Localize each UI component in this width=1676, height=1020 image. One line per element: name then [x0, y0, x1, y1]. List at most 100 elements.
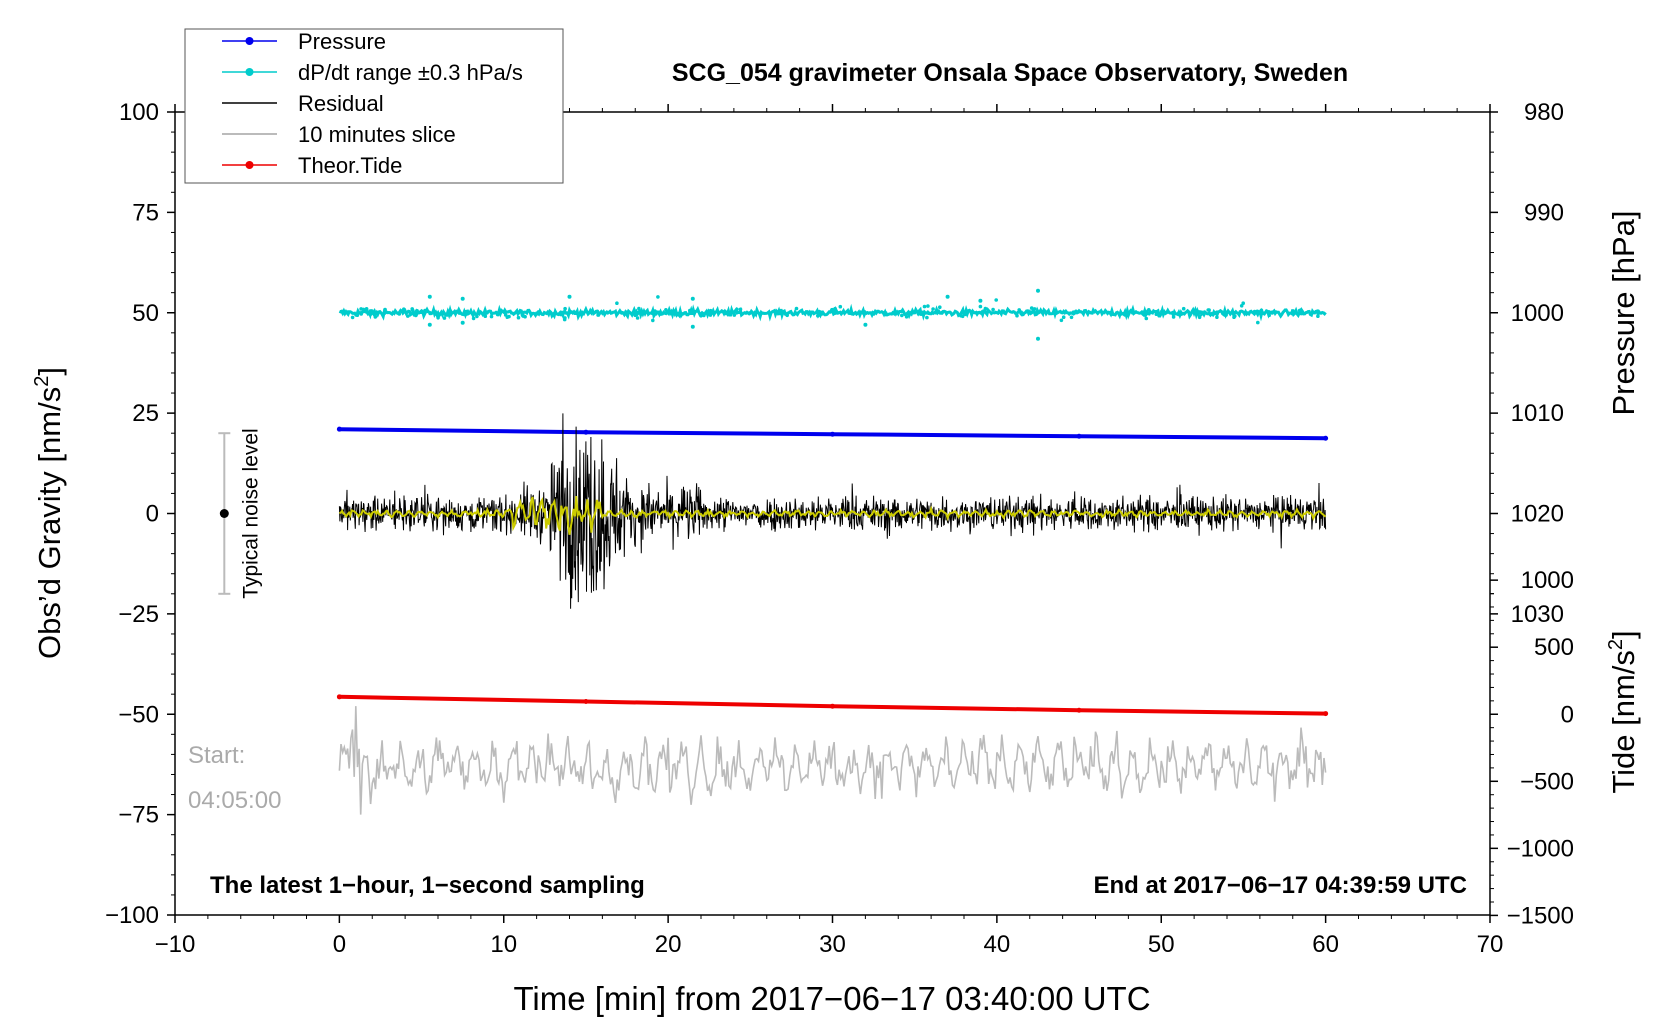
dpdt-point: [723, 311, 728, 316]
dpdt-point: [959, 313, 963, 318]
y-tick-label: −50: [118, 701, 159, 728]
dpdt-point: [1239, 304, 1244, 308]
dpdt-point: [475, 314, 479, 319]
dpdt-point: [1141, 310, 1145, 315]
dpdt-point: [727, 311, 732, 315]
pressure-tick-label: 980: [1524, 99, 1564, 126]
dpdt-point: [428, 311, 432, 316]
y-tick-label: 0: [146, 501, 159, 528]
tide-point: [1323, 711, 1329, 717]
tide-tick-label: −1500: [1507, 902, 1574, 929]
tide-point: [830, 703, 835, 709]
dpdt-point: [991, 307, 995, 312]
x-tick-label: 70: [1477, 931, 1504, 958]
dpdt-point: [415, 309, 419, 313]
dpdt-point: [883, 311, 888, 315]
y-tick-label: 100: [119, 99, 159, 126]
dpdt-point: [1316, 314, 1320, 319]
tide-tick-label: 500: [1534, 634, 1574, 661]
dpdt-point: [1061, 315, 1066, 320]
dpdt-point: [862, 310, 867, 315]
y-tick-label: −75: [118, 802, 159, 829]
dpdt-point: [871, 312, 876, 316]
dpdt-point: [1252, 309, 1257, 314]
tide-tick-label: −1000: [1507, 835, 1574, 862]
tide-tick-label: −500: [1520, 768, 1574, 795]
dpdt-point: [978, 304, 983, 309]
dpdt-point: [637, 306, 641, 311]
chart-title: SCG_054 gravimeter Onsala Space Observat…: [672, 59, 1348, 87]
dpdt-point: [383, 307, 387, 312]
noise-level-label: Typical noise level: [239, 428, 262, 598]
dpdt-point: [926, 304, 930, 308]
dpdt-point: [833, 306, 837, 311]
legend: Pressure dP/dt range ±0.3 hPa/s Residual 10…: [184, 28, 564, 184]
start-label: Start:: [188, 742, 245, 769]
dpdt-point: [1029, 306, 1034, 310]
ticks-layer: −10 0 10 20 30 40 50 60 701007550250−25−50−75−10…: [105, 99, 1574, 958]
legend-marker-0: [245, 37, 254, 45]
pressure-tick-label: 1000: [1511, 300, 1564, 327]
dpdt-point: [938, 305, 942, 310]
dpdt-point: [1197, 315, 1202, 320]
dpdt-point: [1181, 306, 1186, 311]
dpdt-point: [838, 304, 843, 309]
legend-label-1: dP/dt range ±0.3 hPa/s: [298, 60, 523, 85]
dpdt-point: [900, 313, 904, 318]
dpdt-point: [572, 310, 577, 315]
y-tick-label: 25: [132, 400, 159, 427]
dpdt-point: [483, 314, 488, 319]
dpdt-point: [983, 306, 988, 311]
residual-line: [338, 413, 1327, 609]
dpdt-point: [505, 315, 510, 320]
series-layer: [336, 288, 1329, 815]
dpdt-point: [615, 301, 619, 306]
x-tick-label: 30: [819, 931, 846, 958]
pressure-tick-label: 1010: [1511, 400, 1564, 427]
dpdt-point: [708, 308, 713, 313]
dpdt-point: [699, 314, 703, 318]
x-tick-label: 60: [1312, 931, 1339, 958]
dpdt-point: [410, 307, 415, 311]
pressure-point: [1323, 435, 1329, 441]
legend-marker-1: [245, 68, 254, 76]
dpdt-point: [419, 310, 424, 315]
dpdt-point: [922, 304, 927, 309]
dpdt-point: [1059, 318, 1064, 323]
dpdt-point: [1208, 312, 1212, 317]
dpdt-point: [833, 311, 838, 315]
dpdt-point: [1215, 315, 1219, 320]
sampling-note: The latest 1−hour, 1−second sampling: [210, 872, 645, 899]
dpdt-point: [994, 298, 998, 302]
dpdt-point: [1233, 314, 1237, 318]
pressure-point: [583, 429, 589, 435]
dpdt-point: [904, 315, 909, 319]
dpdt-point: [633, 313, 637, 318]
dpdt-point: [738, 307, 743, 312]
dpdt-point: [1255, 309, 1260, 314]
dpdt-point: [423, 308, 427, 313]
dpdt-point: [562, 317, 567, 322]
dpdt-outlier: [460, 320, 465, 325]
dpdt-point: [1071, 310, 1076, 315]
dpdt-point: [1032, 307, 1037, 311]
dpdt-point: [916, 312, 921, 316]
dpdt-point: [926, 311, 931, 316]
dpdt-point: [1256, 320, 1260, 325]
dpdt-outlier: [1036, 288, 1040, 293]
dpdt-point: [664, 308, 668, 312]
dpdt-point: [925, 315, 929, 320]
dpdt-point: [732, 313, 737, 317]
dpdt-point: [653, 309, 657, 313]
dpdt-point: [359, 312, 364, 316]
pressure-tick-label: 1030: [1511, 601, 1564, 628]
y-axis-label-tide-text: Tide [nm/s: [1606, 650, 1641, 794]
dpdt-point: [819, 312, 824, 316]
dpdt-point: [1144, 316, 1149, 321]
dpdt-point: [355, 313, 360, 318]
y-axis-label-tide-sup: 2: [1605, 639, 1627, 650]
dpdt-point: [495, 312, 500, 317]
pressure-tick-label: 1020: [1511, 501, 1564, 528]
dpdt-point: [489, 314, 494, 319]
